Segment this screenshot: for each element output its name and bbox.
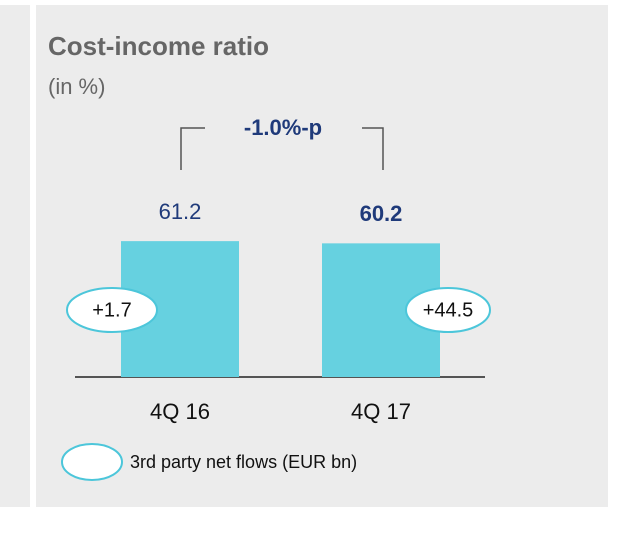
chart-title: Cost-income ratio bbox=[48, 31, 269, 61]
value-label: 60.2 bbox=[360, 201, 403, 226]
x-tick-label: 4Q 16 bbox=[150, 399, 210, 424]
chart-subtitle: (in %) bbox=[48, 74, 105, 99]
flow-oval bbox=[66, 287, 158, 333]
x-tick-label: 4Q 17 bbox=[351, 399, 411, 424]
flow-label: +1.7 bbox=[92, 299, 131, 321]
flow-oval bbox=[405, 287, 491, 333]
annotation: -1.0%-p bbox=[244, 115, 322, 140]
flow-label: +44.5 bbox=[423, 299, 474, 321]
bracket bbox=[180, 127, 384, 170]
legend-label: 3rd party net flows (EUR bn) bbox=[130, 452, 357, 472]
value-label: 61.2 bbox=[159, 199, 202, 224]
legend-swatch bbox=[61, 443, 123, 481]
side-panel bbox=[0, 5, 30, 507]
